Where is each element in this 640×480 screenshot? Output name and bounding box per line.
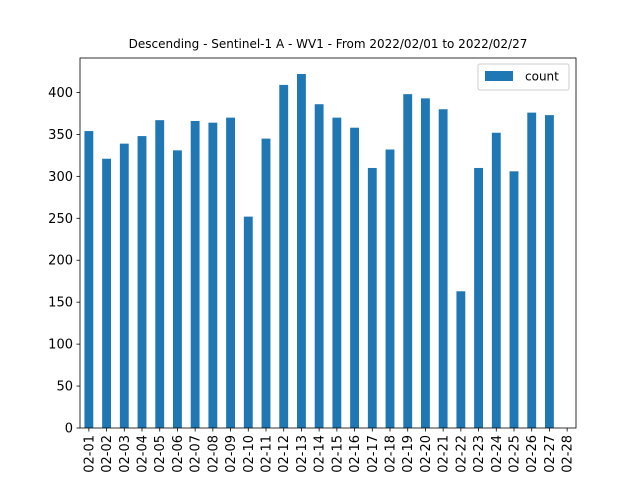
- legend: count: [477, 63, 570, 91]
- bar-02-21: [438, 109, 448, 428]
- x-tick-label: 02-25: [508, 435, 523, 473]
- legend-swatch: [485, 71, 513, 81]
- x-tick-label: 02-02: [100, 435, 115, 473]
- x-tick-label: 02-11: [260, 435, 275, 473]
- bar-02-20: [421, 98, 430, 428]
- chart-title: Descending - Sentinel-1 A - WV1 - From 2…: [129, 37, 528, 51]
- bar-02-05: [155, 120, 165, 428]
- y-tick-label: 300: [48, 170, 73, 185]
- x-tick-label: 02-23: [472, 435, 487, 473]
- bar-02-09: [226, 117, 235, 428]
- y-tick-label: 150: [48, 296, 73, 311]
- y-tick-label: 200: [48, 254, 73, 269]
- x-tick-label: 02-20: [419, 435, 434, 473]
- bar-02-24: [491, 132, 501, 429]
- x-tick-label: 02-19: [401, 435, 416, 473]
- y-tick-label: 400: [48, 86, 73, 101]
- x-tick-label: 02-06: [171, 435, 186, 473]
- x-tick-label: 02-17: [366, 435, 381, 473]
- x-tick-label: 02-03: [118, 435, 133, 473]
- bar-02-12: [279, 84, 289, 429]
- legend-label: count: [525, 70, 559, 84]
- bar-02-17: [367, 167, 377, 428]
- x-tick-label: 02-14: [313, 435, 328, 473]
- bar-02-04: [137, 136, 147, 428]
- bar-02-23: [474, 167, 483, 428]
- y-tick-label: 100: [48, 338, 73, 353]
- plot-frame: [79, 57, 577, 429]
- y-axis-ticks: 0 50 100 150 200 250 300 350 400: [48, 86, 80, 437]
- bar-02-27: [545, 115, 554, 429]
- bar-02-26: [527, 112, 537, 429]
- x-tick-label: 02-12: [277, 435, 292, 473]
- x-tick-label: 02-13: [295, 435, 310, 473]
- bar-02-16: [350, 127, 359, 429]
- bars-group: [84, 74, 554, 429]
- bar-02-13: [297, 74, 306, 429]
- bar-02-06: [173, 150, 182, 428]
- bar-02-07: [190, 120, 200, 429]
- bar-02-22: [456, 291, 466, 428]
- x-tick-label: 02-07: [189, 435, 204, 473]
- bar-02-11: [261, 138, 271, 429]
- x-tick-label: 02-09: [224, 435, 239, 473]
- x-tick-label: 02-27: [543, 435, 558, 473]
- x-tick-label: 02-05: [153, 435, 168, 473]
- x-tick-label: 02-01: [82, 435, 97, 473]
- bar-02-14: [314, 104, 324, 428]
- x-tick-label: 02-18: [384, 435, 399, 473]
- x-axis-ticks: 02-01 02-02 02-03 02-04 02-05 02-06 02-07 02-08…: [82, 428, 576, 473]
- x-tick-label: 02-24: [490, 435, 505, 473]
- bar-02-19: [403, 94, 413, 429]
- bar-02-15: [332, 117, 342, 428]
- bar-02-08: [208, 122, 218, 429]
- bar-02-01: [84, 131, 94, 428]
- x-tick-label: 02-16: [348, 435, 363, 473]
- bar-02-02: [102, 158, 111, 429]
- x-tick-label: 02-26: [525, 435, 540, 473]
- x-tick-label: 02-28: [561, 435, 576, 473]
- legend-box: [477, 63, 570, 91]
- x-tick-label: 02-15: [330, 435, 345, 473]
- bar-02-10: [243, 216, 253, 428]
- bar-02-18: [385, 149, 395, 428]
- bar-02-25: [509, 171, 519, 428]
- x-tick-label: 02-10: [242, 435, 257, 473]
- x-tick-label: 02-08: [206, 435, 221, 473]
- bar-02-03: [119, 143, 129, 428]
- y-tick-label: 0: [65, 422, 73, 437]
- x-tick-label: 02-22: [454, 435, 469, 473]
- y-tick-label: 350: [48, 128, 73, 143]
- x-tick-label: 02-04: [136, 435, 151, 473]
- y-tick-label: 250: [48, 212, 73, 227]
- x-tick-label: 02-21: [437, 435, 452, 473]
- y-tick-label: 50: [56, 380, 73, 395]
